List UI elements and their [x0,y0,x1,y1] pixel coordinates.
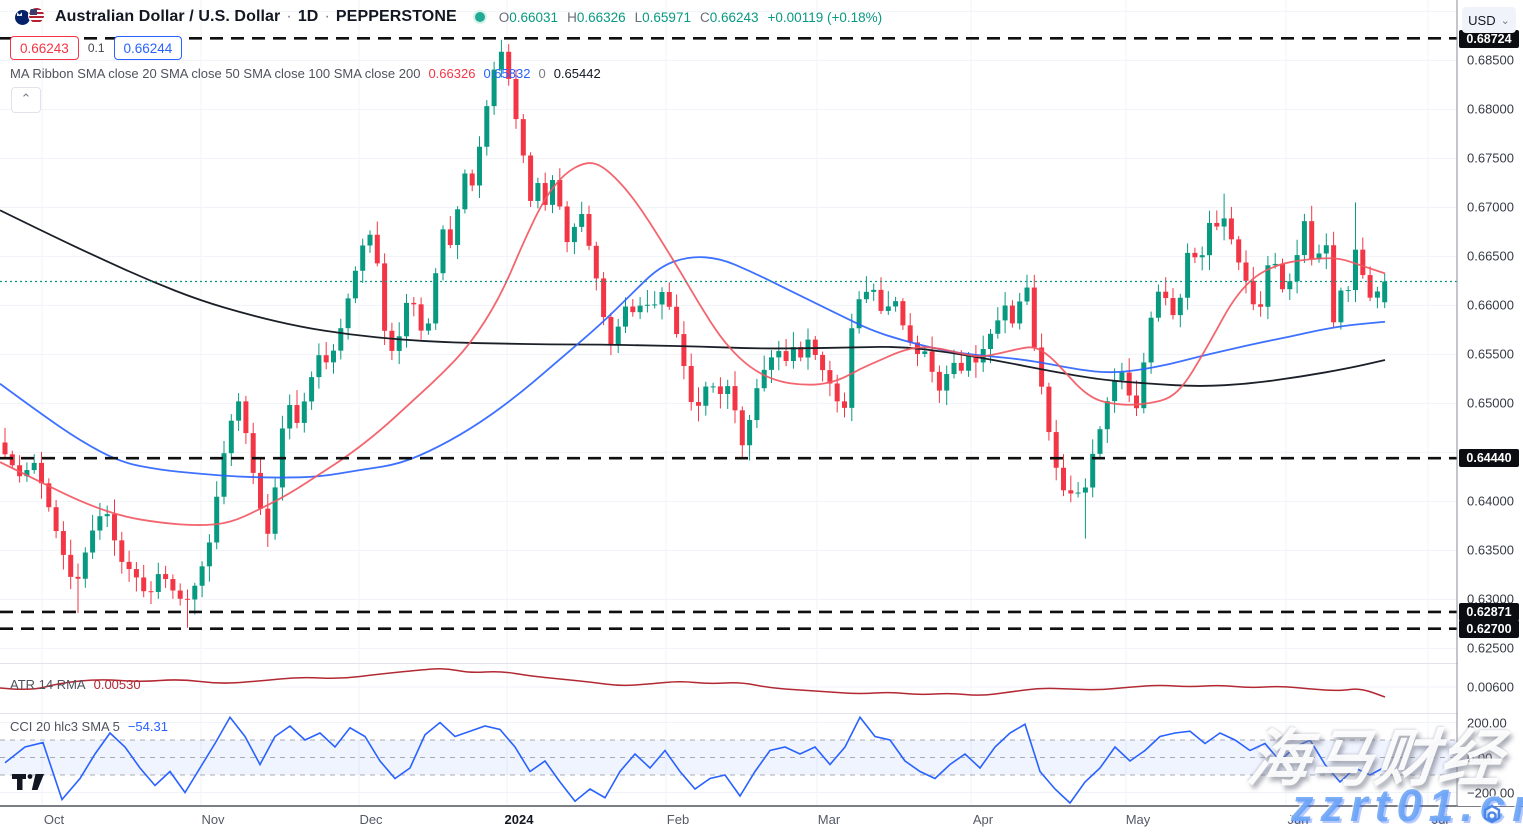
buy-price-button[interactable]: 0.66244 [113,36,183,60]
level-price-tag: 0.62871 [1459,602,1519,621]
ohlc-field: L0.65971 [634,9,691,25]
price-tick: 0.65000 [1467,395,1514,411]
cci-tick: 0.00 [1467,750,1493,765]
ma-value: 0.65832 [483,66,531,81]
ohlc-field: O0.66031 [498,9,559,25]
ohlc-field: C0.66243 [699,9,759,25]
cci-label: CCI 20 hlc3 SMA 5 [10,719,120,734]
price-tick: 0.66500 [1467,248,1514,264]
collapse-legend-button[interactable]: ⌃ [11,87,41,113]
price-tick: 0.64000 [1467,493,1514,509]
chevron-down-icon: ⌄ [1500,14,1510,27]
ma-ribbon-legend[interactable]: MA Ribbon SMA close 20 SMA close 50 SMA … [10,66,601,81]
atr-label: ATR 14 RMA [10,677,86,692]
month-label: May [1125,812,1151,827]
ma-value: 0 [538,66,546,81]
spread-value: 0.1 [82,40,110,56]
exchange: PEPPERSTONE [335,8,457,25]
level-price-tag: 0.68724 [1459,30,1519,48]
symbol-header[interactable]: Australian Dollar / U.S. Dollar · 1D · PEPPE… [14,5,882,29]
month-label: Jul [1431,812,1449,827]
month-label: Mar [817,812,841,827]
cci-tick: −200.00 [1467,785,1515,800]
cci-legend[interactable]: CCI 20 hlc3 SMA 5 −54.31 [10,719,168,734]
price-tick: 0.66000 [1467,297,1514,313]
currency-label: USD [1468,12,1496,28]
symbol-name: Australian Dollar / U.S. Dollar [55,8,281,25]
price-tick: 0.67000 [1467,199,1514,215]
tradingview-logo[interactable] [12,774,48,796]
timeframe: 1D [297,8,319,25]
month-label: Nov [201,812,225,827]
quote-buttons: 0.66243 0.1 0.66244 [10,36,183,60]
ma-value: 0.66326 [428,66,476,81]
separator: · [286,8,292,25]
price-tick: 0.63500 [1467,542,1514,558]
separator: · [324,8,330,25]
change-value: +0.00119 (+0.18%) [767,9,883,25]
atr-tick: 0.00600 [1467,679,1514,695]
ma-ribbon-values: 0.66326 0.65832 0 0.65442 [420,66,600,81]
sell-price-button[interactable]: 0.66243 [10,36,79,60]
month-label: Apr [972,812,994,827]
month-label: 2024 [504,812,534,827]
level-price-tag: 0.62700 [1459,619,1519,638]
ohlc-values: O0.66031 H0.66326 L0.65971 C0.66243 +0.00119… [499,10,882,25]
price-tick: 0.68000 [1467,101,1514,117]
cci-value: −54.31 [127,719,168,734]
price-tick: 0.68500 [1467,52,1514,68]
ohlc-field: H0.66326 [567,9,626,25]
month-label: Oct [43,812,65,827]
symbol-flag-icon [14,7,48,27]
currency-selector[interactable]: USD ⌄ [1462,7,1516,33]
price-tick: 0.65500 [1467,346,1514,362]
time-axis[interactable]: Oct Nov Dec 2024 Feb Mar Apr May Jun Jul [0,807,1523,834]
atr-legend[interactable]: ATR 14 RMA 0.00530 [10,677,141,692]
month-label: Jun [1287,812,1309,827]
symbol-title: Australian Dollar / U.S. Dollar · 1D · PEPPE… [55,8,457,26]
cci-tick: 200.00 [1467,715,1507,730]
level-price-tag: 0.64440 [1459,449,1519,468]
month-label: Dec [359,812,383,827]
market-status-icon [474,12,485,22]
price-axis[interactable]: USD ⌄ 0.68500 0.68000 0.67500 0.67000 0.66500… [1458,0,1523,806]
month-label: Feb [666,812,690,827]
ma-value: 0.65442 [553,66,601,81]
ma-ribbon-title: MA Ribbon SMA close 20 SMA close 50 SMA … [10,66,421,81]
price-tick: 0.67500 [1467,150,1514,166]
atr-value: 0.00530 [93,677,141,692]
price-tick: 0.62500 [1467,640,1514,656]
